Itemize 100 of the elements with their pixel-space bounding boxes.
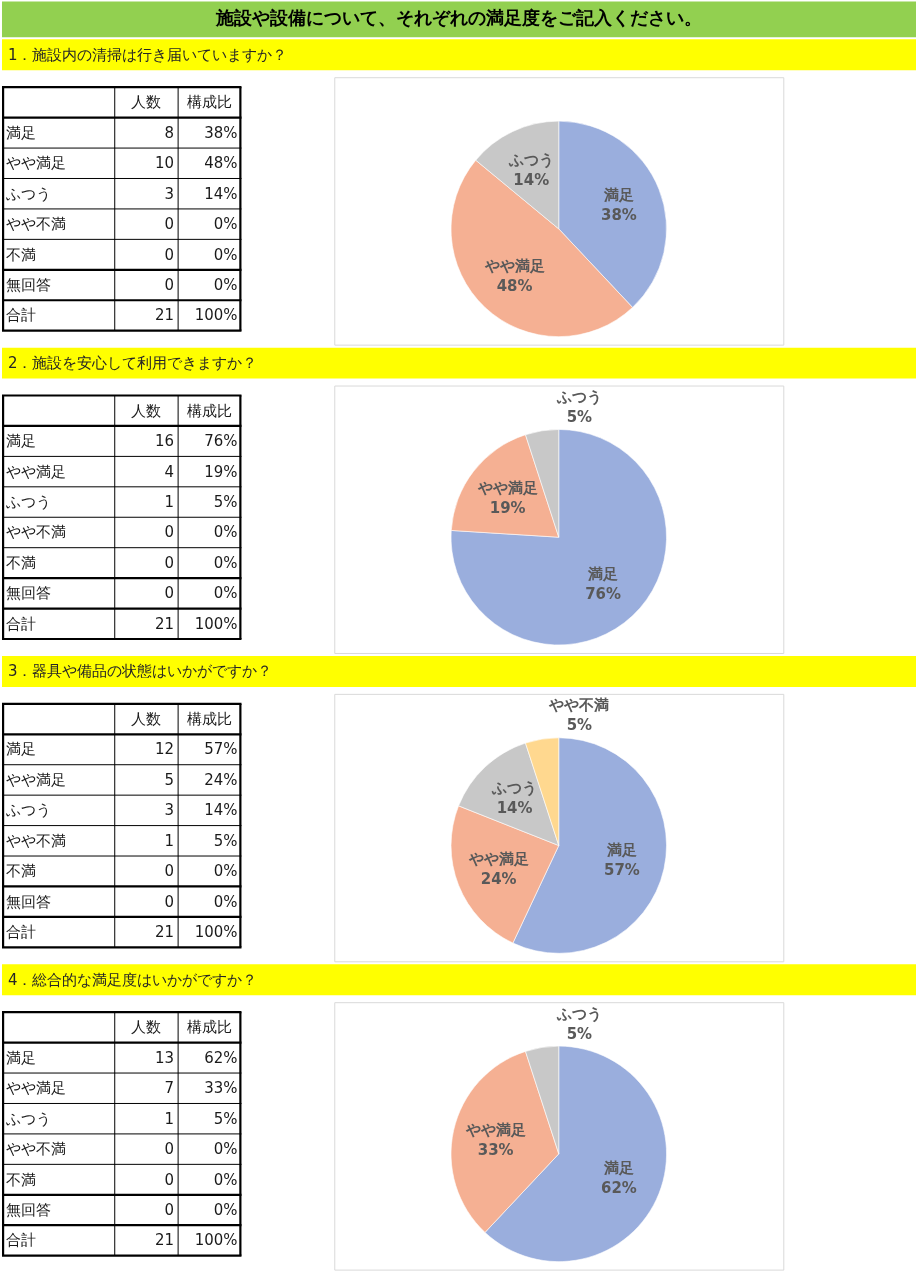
data-label: 7 bbox=[164, 1079, 175, 1098]
data-label: 0% bbox=[213, 584, 238, 603]
data-label: 57% bbox=[603, 860, 640, 879]
data-label: 1 bbox=[164, 1109, 175, 1128]
data-label: 62% bbox=[601, 1178, 637, 1197]
data-label: 24% bbox=[480, 870, 517, 889]
category-label: やや満足 bbox=[5, 1079, 66, 1098]
text: 人数 bbox=[131, 93, 162, 112]
data-label: 1 bbox=[164, 493, 175, 512]
data-label: 5% bbox=[566, 716, 593, 735]
data-label: 0% bbox=[213, 892, 238, 911]
slice-label: やや満足 bbox=[467, 850, 529, 869]
data-label: 19% bbox=[204, 462, 238, 481]
text: 構成比 bbox=[187, 401, 233, 420]
data-label: 16 bbox=[155, 432, 175, 451]
slice-label: ふつう bbox=[555, 1004, 602, 1023]
data-label: 5% bbox=[566, 1024, 593, 1043]
data-label: 0% bbox=[213, 523, 238, 542]
data-label: 0 bbox=[164, 523, 175, 542]
data-label: 100% bbox=[194, 614, 238, 633]
slice-label: ふつう bbox=[555, 388, 602, 407]
category-label: 無回答 bbox=[5, 276, 51, 295]
data-label: 0% bbox=[213, 1200, 238, 1219]
category-label: やや不満 bbox=[5, 215, 66, 234]
data-label: 8 bbox=[164, 123, 175, 142]
category-label: 合計 bbox=[5, 614, 36, 633]
text: 人数 bbox=[131, 1018, 162, 1037]
text: 構成比 bbox=[187, 710, 233, 729]
data-label: 14% bbox=[204, 184, 238, 203]
data-label: 0 bbox=[164, 553, 175, 572]
data-label: 14% bbox=[513, 171, 550, 190]
category-label: 満足 bbox=[5, 740, 36, 759]
text: 構成比 bbox=[187, 1018, 233, 1037]
data-label: 0 bbox=[164, 892, 175, 911]
category-label: 不満 bbox=[5, 862, 36, 881]
text: 3．器具や備品の状態はいかがですか？ bbox=[7, 662, 273, 681]
data-label: 13 bbox=[155, 1048, 175, 1067]
data-label: 100% bbox=[194, 306, 238, 325]
data-label: 5% bbox=[213, 493, 238, 512]
data-label: 0 bbox=[164, 215, 175, 234]
slice-label: やや満足 bbox=[464, 1120, 526, 1139]
data-label: 33% bbox=[477, 1140, 514, 1159]
data-label: 3 bbox=[164, 801, 175, 820]
data-label: 76% bbox=[204, 432, 238, 451]
slice-label: やや不満 bbox=[548, 696, 610, 715]
slice-label: 満足 bbox=[602, 1158, 634, 1177]
data-label: 0 bbox=[164, 1200, 175, 1219]
data-label: 0 bbox=[164, 245, 175, 264]
category-label: 無回答 bbox=[5, 584, 51, 603]
category-label: 満足 bbox=[5, 123, 36, 142]
data-label: 0% bbox=[213, 1140, 238, 1159]
category-label: やや満足 bbox=[5, 154, 66, 173]
data-label: 21 bbox=[155, 306, 175, 325]
data-label: 0% bbox=[213, 862, 238, 881]
data-label: 100% bbox=[194, 1231, 238, 1250]
category-label: ふつう bbox=[4, 1109, 51, 1128]
slice-label: 満足 bbox=[602, 186, 634, 205]
category-label: 満足 bbox=[5, 432, 36, 451]
data-label: 12 bbox=[155, 740, 175, 759]
category-label: やや満足 bbox=[5, 770, 66, 789]
category-label: ふつう bbox=[4, 493, 51, 512]
category-label: ふつう bbox=[4, 801, 51, 820]
data-label: 0 bbox=[164, 276, 175, 295]
data-label: 14% bbox=[496, 799, 533, 818]
text: 人数 bbox=[131, 710, 162, 729]
data-label: 21 bbox=[155, 923, 175, 942]
category-label: ふつう bbox=[4, 184, 51, 203]
data-label: 38% bbox=[204, 123, 238, 142]
text: 構成比 bbox=[187, 93, 233, 112]
data-label: 57% bbox=[204, 740, 238, 759]
data-label: 5% bbox=[213, 1109, 238, 1128]
data-label: 48% bbox=[204, 154, 238, 173]
category-label: 無回答 bbox=[5, 892, 51, 911]
data-label: 0 bbox=[164, 1140, 175, 1159]
data-label: 4 bbox=[164, 462, 175, 481]
category-label: 合計 bbox=[5, 923, 36, 942]
data-label: 0% bbox=[213, 553, 238, 572]
text: 1．施設内の清掃は行き届いていますか？ bbox=[7, 45, 288, 64]
data-label: 0 bbox=[164, 1170, 175, 1189]
category-label: やや不満 bbox=[5, 523, 66, 542]
category-label: 不満 bbox=[5, 553, 36, 572]
data-label: 38% bbox=[601, 206, 637, 225]
category-label: 不満 bbox=[5, 245, 36, 264]
data-label: 3 bbox=[164, 184, 175, 203]
data-label: 24% bbox=[204, 770, 238, 789]
category-label: 不満 bbox=[5, 1170, 36, 1189]
category-label: 無回答 bbox=[5, 1200, 51, 1219]
data-label: 0 bbox=[164, 862, 175, 881]
category-label: 満足 bbox=[5, 1048, 36, 1067]
category-label: やや不満 bbox=[5, 1140, 66, 1159]
data-label: 0% bbox=[213, 276, 238, 295]
data-label: 14% bbox=[204, 801, 238, 820]
data-label: 5 bbox=[164, 770, 175, 789]
data-label: 21 bbox=[155, 1231, 175, 1250]
text: 4．総合的な満足度はいかがですか？ bbox=[7, 970, 258, 989]
category-label: 合計 bbox=[5, 1231, 36, 1250]
data-label: 21 bbox=[155, 614, 175, 633]
data-label: 0% bbox=[213, 215, 238, 234]
data-label: 5% bbox=[566, 408, 593, 427]
category-label: やや不満 bbox=[5, 831, 66, 850]
